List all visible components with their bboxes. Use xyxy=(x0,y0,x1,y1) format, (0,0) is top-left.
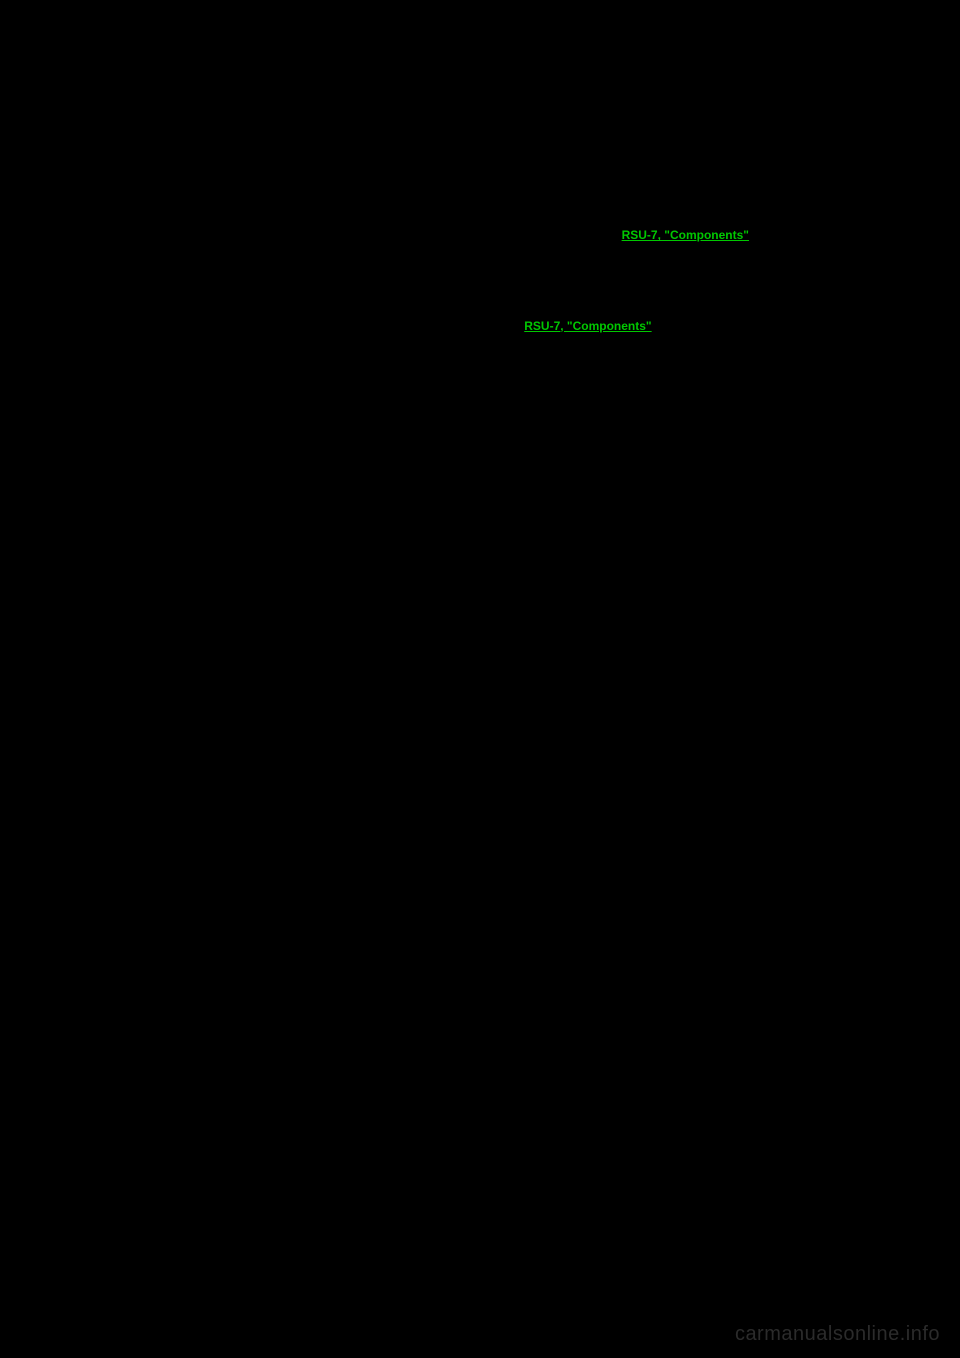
caution-label-2: CAUTION: xyxy=(92,405,890,419)
step-14: 14. Gradually lower jack rear suspension… xyxy=(70,598,890,633)
caution-bullet-3b: ● Perform the final tightening of each o… xyxy=(70,753,890,788)
section-title: Removal and Installation xyxy=(70,127,890,145)
step-4: 4. Remove wheel sensor from rear final d… xyxy=(70,318,890,335)
step-8: 8. Remove parking brake cable mounting b… xyxy=(70,470,890,487)
watermark: carmanualsonline.info xyxy=(735,1323,940,1346)
step-2: 2. Remove brake caliper with power tool.… xyxy=(70,227,890,244)
caution-block-2: CAUTION: ● When removing axle, do not ap… xyxy=(70,405,890,458)
removal-heading: REMOVAL xyxy=(70,180,890,196)
step-4-text: 4. Remove wheel sensor from rear final d… xyxy=(70,319,521,333)
page-header: RSU-14 REAR SUSPENSION ASSEMBLY xyxy=(70,70,890,82)
header-divider xyxy=(70,86,890,87)
step-6: 6. Remove cotter pin, then loosen the nu… xyxy=(70,360,890,377)
xref-link-1[interactable]: RSU-7, "Components" xyxy=(622,228,749,242)
caution-block-1: CAUTION: Do not depress brake pedal whil… xyxy=(70,251,890,284)
step-10: 10. Remove mounting bolt in lower side o… xyxy=(70,513,890,530)
installation-heading: INSTALLATION xyxy=(70,672,890,688)
caution-bullet-2b: ● Hang drive shaft in wire, and the like… xyxy=(92,441,890,458)
page-content: RSU-14 REAR SUSPENSION ASSEMBLY Removal … xyxy=(70,70,890,800)
xref-link-2[interactable]: RSU-7, "Components" xyxy=(524,319,651,333)
caution-text-1: Do not depress brake pedal while brake c… xyxy=(92,267,890,284)
caution-label-3: CAUTION: xyxy=(70,718,890,732)
step-2-text: 2. Remove brake caliper with power tool.… xyxy=(70,228,618,242)
step-5: 5. Remove height sensor (with xenon head… xyxy=(70,339,890,356)
step-11: 11. Remove mounting bolt and nut between… xyxy=(70,534,890,551)
step-13: 13. Remove rear pin stay mounting bolts … xyxy=(70,577,890,594)
doc-code: NES00027 xyxy=(70,159,890,170)
step-2-end: . xyxy=(749,228,756,242)
installation-text: Install in the reverse order of removal.… xyxy=(70,694,890,711)
header-left: RSU-14 xyxy=(70,70,109,82)
header-right: REAR SUSPENSION ASSEMBLY xyxy=(721,70,890,82)
step-7: 7. Remove axle from drive shaft with usi… xyxy=(70,382,890,399)
step-9: 9. Remove rear lower link and coil sprin… xyxy=(70,491,890,508)
caution-block-3: CAUTION: ● Refer to component parts loca… xyxy=(70,718,890,788)
caution-label-1: CAUTION: xyxy=(92,251,890,265)
step-12: 12. Set jack under rear final drive. xyxy=(70,555,890,572)
step-4-end: . xyxy=(652,319,659,333)
step-3: 3. Remove rear brake disc rotor. xyxy=(70,296,890,313)
caution-bullet-3a: ● Refer to component parts location and … xyxy=(70,734,890,751)
caution-bullet-2a: ● When removing axle, do not apply an ex… xyxy=(92,421,890,438)
step-1: 1. Remove tires from vehicle with power … xyxy=(70,206,890,223)
step-15: 15. Gradually lower jack to remove rear … xyxy=(70,637,890,654)
